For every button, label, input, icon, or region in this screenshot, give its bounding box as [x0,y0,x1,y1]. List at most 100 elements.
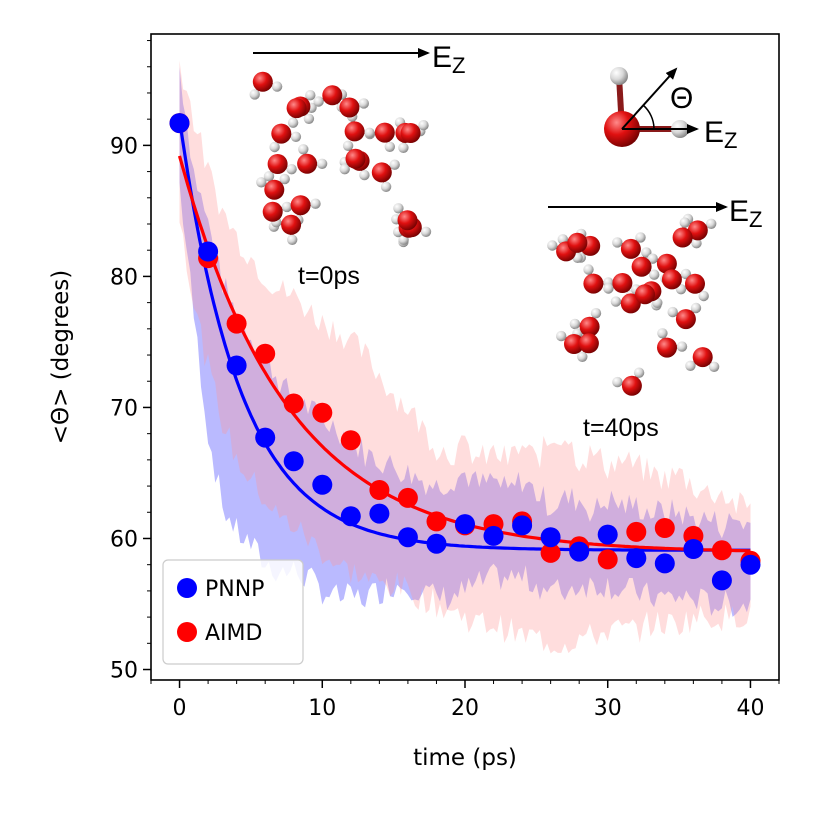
data-point-pnnp [198,242,218,262]
data-point-aimd [369,480,389,500]
data-point-pnnp [512,515,532,535]
y-tick-label: 70 [110,396,138,421]
hydrogen-atom [286,164,296,174]
hydrogen-atom [570,319,580,329]
inset-snapshot-t40: EZ t=40ps [545,195,762,442]
legend-marker-aimd [177,622,197,642]
hydrogen-atom [282,202,292,212]
data-point-pnnp [170,113,190,133]
hydrogen-atom [677,341,687,351]
hydrogen-atom [272,81,282,91]
oxygen-atom [632,257,652,277]
hydrogen-atom [287,235,297,245]
data-point-aimd [341,430,361,450]
hydrogen-atom [612,237,622,247]
data-point-aimd [398,488,418,508]
hydrogen-atom [634,368,644,378]
oxygen-atom [676,309,696,329]
data-point-aimd [312,403,332,423]
oxygen-atom [621,239,641,259]
hydrogen-atom [657,328,667,338]
hydrogen-atom [706,219,716,229]
oxygen-atom [345,121,365,141]
data-point-aimd [227,314,247,334]
hydrogen-atom [359,98,369,108]
oxygen-atom [673,228,693,248]
oxygen-atom [346,149,366,169]
oxygen-atom [401,123,421,143]
hydrogen-atom [612,377,622,387]
data-point-pnnp [484,526,504,546]
field-label-1: EZ [432,41,465,78]
oxygen-atom [372,162,392,182]
oxygen-atom [662,269,682,289]
hydrogen-atom [385,142,395,152]
hydrogen-atom [359,170,369,180]
legend-label-pnnp: PNNP [205,577,264,602]
hydrogen-atom [583,264,593,274]
data-point-pnnp [655,553,675,573]
oxygen-atom [271,124,291,144]
oxygen-atom [375,123,395,143]
oxygen-atom [579,333,599,353]
oxygen-atom [693,347,713,367]
hydrogen-atom [343,141,353,151]
y-tick-label: 60 [110,527,138,552]
hydrogen-atom [680,217,690,227]
data-point-pnnp [427,534,447,554]
oxygen-atom [685,274,705,294]
data-point-pnnp [569,542,589,562]
hydrogen-atom [556,331,566,341]
oxygen-atom [635,284,655,304]
data-point-pnnp [227,356,247,376]
data-point-pnnp [541,527,561,547]
oxygen-atom [281,215,301,235]
field-label-3: EZ [704,116,737,153]
oxygen-atom [264,180,284,200]
hydrogen-atom [313,96,323,106]
x-axis-label: time (ps) [413,745,517,771]
data-point-pnnp [255,428,275,448]
data-point-pnnp [284,451,304,471]
oxygen-atom [567,233,587,253]
x-tick-label: 10 [308,696,336,721]
oxygen-atom [398,210,418,230]
hydrogen-atom [250,89,260,99]
hydrogen-atom [364,128,374,138]
data-point-aimd [712,540,732,560]
oxygen-atom [322,85,342,105]
hydrogen-atom [398,143,408,153]
dipole-angle-diagram: Θ EZ [604,67,737,153]
y-tick-label: 50 [110,659,138,684]
hydrogen-atom [547,240,557,250]
x-tick-label: 30 [594,696,622,721]
data-point-pnnp [398,527,418,547]
hydrogen-atom [298,144,308,154]
dipole-arrow [622,69,676,129]
y-tick-label: 90 [110,134,138,159]
hydrogen-atom [317,159,327,169]
data-point-aimd [284,394,304,414]
hydrogen-atom [611,296,621,306]
hydrogen-atom [668,307,678,317]
data-point-pnnp [341,506,361,526]
x-tick-label: 40 [736,696,764,721]
oxygen-atom [297,154,317,174]
data-point-aimd [427,511,447,531]
hydrogen-atom [291,132,301,142]
y-axis-label: <Θ> (degrees) [48,270,74,445]
oxygen-atom [291,195,311,215]
y-tick-label: 80 [110,265,138,290]
oxygen-atom [287,98,307,118]
angle-label: Θ [670,82,693,115]
oxygen-atom [339,98,359,118]
oxygen-atom [612,273,632,293]
hydrogen-atom [390,160,400,170]
hydrogen-atom [421,227,431,237]
oxygen-atom [622,376,642,396]
data-point-pnnp [312,475,332,495]
field-label-2: EZ [729,195,762,232]
